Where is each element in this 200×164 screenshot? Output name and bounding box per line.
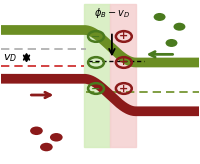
Ellipse shape bbox=[50, 133, 63, 142]
Text: +: + bbox=[119, 31, 128, 41]
Text: $v_D$: $v_D$ bbox=[3, 52, 17, 63]
Bar bbox=[84, 4, 110, 147]
Text: −: − bbox=[91, 83, 101, 93]
Text: −: − bbox=[91, 31, 101, 41]
Ellipse shape bbox=[30, 126, 43, 135]
Bar bbox=[110, 4, 136, 147]
Ellipse shape bbox=[166, 39, 177, 47]
Ellipse shape bbox=[173, 23, 185, 31]
Text: $\phi_B-v_D$: $\phi_B-v_D$ bbox=[94, 6, 130, 20]
Ellipse shape bbox=[40, 143, 53, 151]
Text: +: + bbox=[119, 58, 128, 68]
Text: −: − bbox=[91, 58, 101, 68]
Ellipse shape bbox=[154, 13, 166, 21]
Text: +: + bbox=[119, 83, 128, 93]
